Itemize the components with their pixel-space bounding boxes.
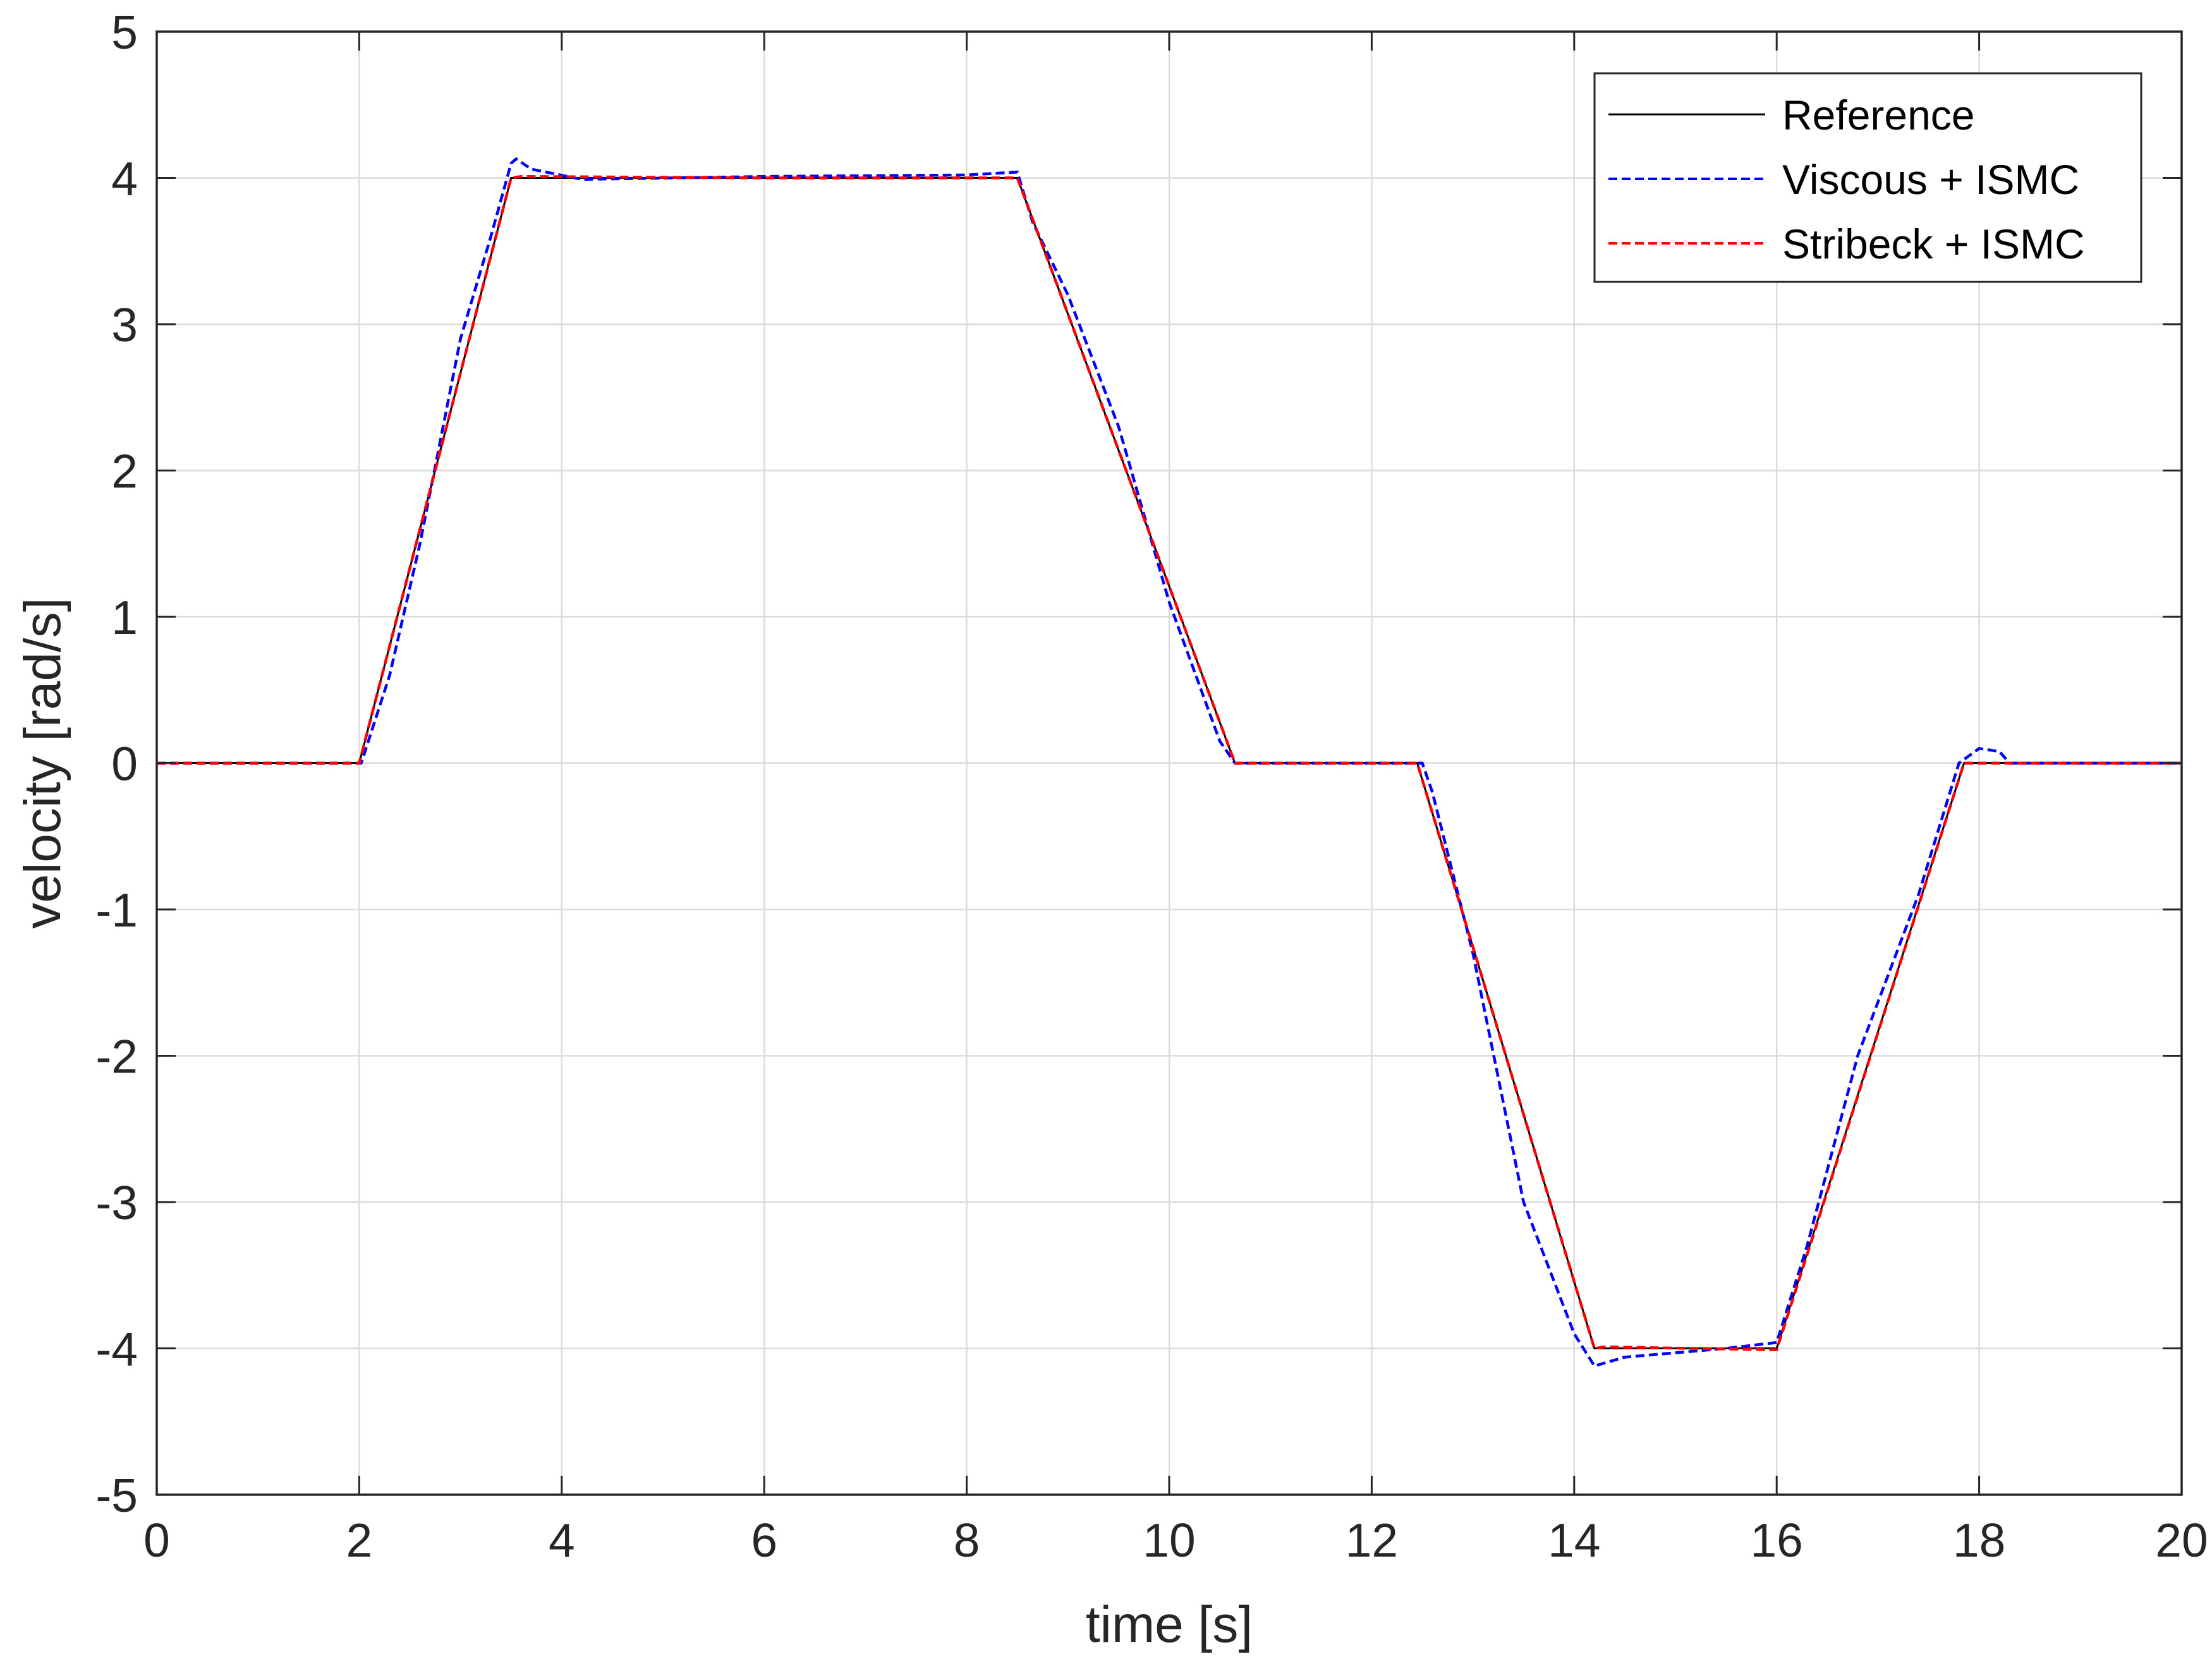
x-tick-label: 20 [2155,1514,2208,1567]
x-tick-label: 6 [751,1514,777,1567]
x-axis-title: time [s] [1086,1596,1253,1653]
y-tick-label: 3 [111,298,138,351]
y-tick-label: 0 [111,738,138,791]
x-tick-label: 18 [1953,1514,2005,1567]
y-axis-title: velocity [rad/s] [14,597,71,928]
y-tick-label: -2 [95,1030,138,1083]
legend-label: Viscous + ISMC [1782,156,2079,203]
legend-label: Stribeck + ISMC [1782,221,2085,267]
x-tick-label: 14 [1548,1514,1600,1567]
x-tick-label: 0 [143,1514,170,1567]
y-tick-label: 5 [111,6,138,59]
legend-box [1593,72,2142,283]
series-line-viscous-ismc [157,157,2182,1368]
x-tick-label: 4 [549,1514,575,1567]
x-tick-label: 8 [954,1514,980,1567]
y-tick-label: 2 [111,445,138,498]
x-tick-label: 2 [346,1514,373,1567]
y-tick-label: -1 [95,884,138,937]
series-lines [157,157,2182,1368]
x-tick-label: 10 [1143,1514,1195,1567]
series-line-stribeck-ismc [157,174,2182,1352]
y-tick-label: -3 [95,1176,138,1229]
y-tick-label: 4 [111,152,138,205]
y-tick-label: 1 [111,591,138,644]
x-tick-label: 16 [1750,1514,1802,1567]
x-tick-label: 12 [1346,1514,1398,1567]
y-tick-label: -5 [95,1469,138,1522]
legend-label: Reference [1782,92,1975,138]
legend: Reference Viscous + ISMC Stribeck + ISMC [1593,72,2142,283]
y-tick-label: -4 [95,1323,138,1376]
